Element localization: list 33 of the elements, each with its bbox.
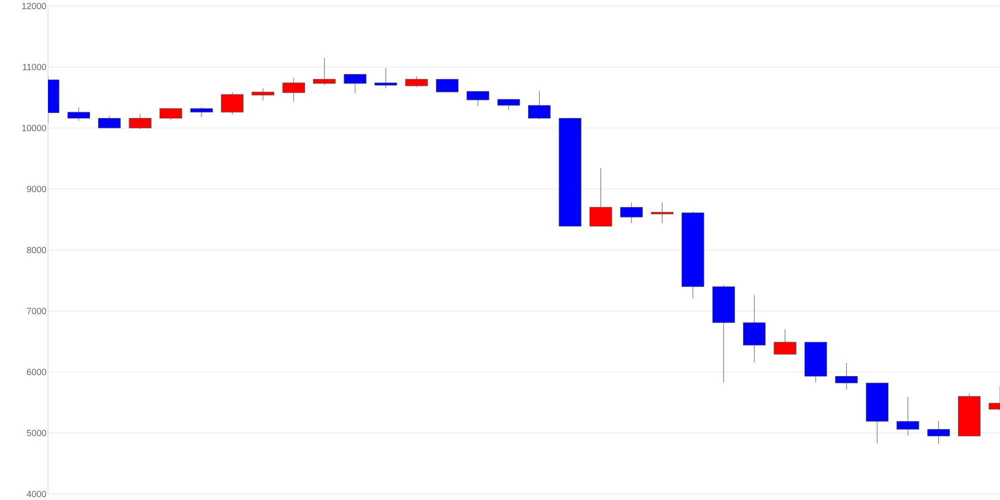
candlestick (160, 108, 182, 120)
candlestick (344, 74, 366, 94)
candlestick (190, 106, 213, 118)
candlestick (743, 294, 766, 363)
candlestick (927, 420, 950, 444)
candlestick (436, 78, 459, 92)
candlestick (835, 362, 858, 390)
candlestick (313, 58, 336, 86)
y-tick-label: 6000 (26, 368, 46, 376)
candlestick (620, 202, 643, 224)
y-tick-label: 8000 (26, 246, 46, 254)
candlestick (374, 68, 398, 89)
candlestick (405, 76, 428, 88)
candlestick (774, 329, 796, 355)
candlestick (220, 92, 244, 115)
y-tick-label: 12000 (22, 2, 46, 10)
y-tick-label: 4000 (26, 490, 46, 498)
y-tick-label: 7000 (26, 308, 46, 314)
candlestick (67, 106, 90, 121)
candlestick (128, 114, 152, 130)
candlestick (98, 116, 121, 128)
candlestick (282, 78, 305, 102)
candlestick (589, 168, 612, 227)
candlestick (252, 88, 274, 101)
candlestick (466, 91, 490, 106)
candlestick (650, 202, 674, 224)
candlestick (528, 90, 551, 120)
y-tick-label: 10000 (22, 124, 46, 132)
y-tick-label: 5000 (26, 430, 46, 436)
y-tick-label: 9000 (26, 186, 46, 192)
y-tick-label: 11000 (22, 64, 46, 70)
candlestick (497, 99, 520, 110)
candlestick (896, 396, 920, 436)
